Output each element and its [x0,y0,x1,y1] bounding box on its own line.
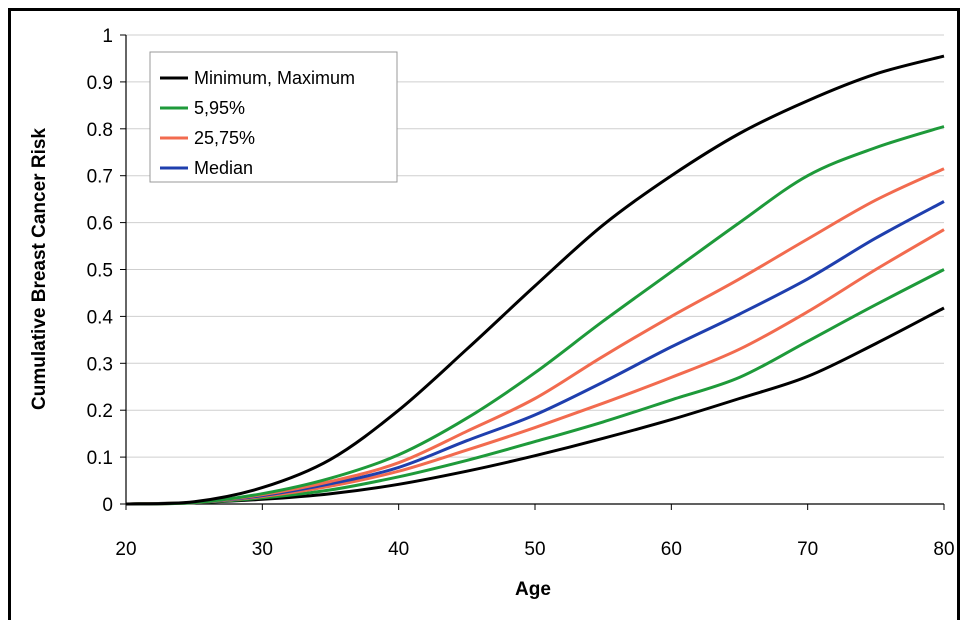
y-tick-label: 0.1 [87,448,113,469]
legend-label: 5,95% [194,98,245,118]
y-tick-label: 0.7 [87,167,113,188]
series-line [125,306,945,506]
series-line [125,54,945,506]
x-tick-label: 80 [933,539,954,560]
x-tick-label: 50 [524,539,545,560]
y-tick-label: 0.9 [87,73,113,94]
x-tick-label: 30 [252,539,273,560]
series-lines [125,54,945,506]
y-axis-title: Cumulative Breast Cancer Risk [29,128,50,410]
x-tick-label: 40 [388,539,409,560]
x-tick-label: 70 [797,539,818,560]
y-tick-label: 0.5 [87,261,113,282]
legend-label: 25,75% [194,128,255,148]
chart-frame: 0 0.1 0.2 0.3 0.4 0.5 0.6 0.7 0.8 0.9 1 20 30 40 50 60… [8,8,960,620]
x-axis-title: Age [515,579,551,600]
x-tick-label: 60 [661,539,682,560]
y-tick-label: 0.8 [87,120,113,141]
legend-box [149,51,398,183]
legend-label: Minimum, Maximum [194,68,355,88]
y-tick-label: 0.6 [87,214,113,235]
y-axis-ticks: 0 0.1 0.2 0.3 0.4 0.5 0.6 0.7 0.8 0.9 1 [87,26,126,516]
y-tick-label: 1 [102,26,113,47]
x-tick-label: 20 [115,539,136,560]
series-line [125,200,945,506]
y-tick-label: 0.4 [87,307,114,328]
line-chart: 0 0.1 0.2 0.3 0.4 0.5 0.6 0.7 0.8 0.9 1 20 30 40 50 60… [29,26,955,600]
legend-label: Median [194,158,253,178]
series-line [125,167,945,506]
y-tick-label: 0.3 [87,354,113,375]
y-tick-label: 0.2 [87,401,113,422]
series-line [125,125,945,506]
y-tick-label: 0 [102,495,113,516]
legend: Minimum, Maximum 5,95% 25,75% Median [149,51,398,183]
x-axis-ticks: 20 30 40 50 60 70 80 [115,504,955,560]
